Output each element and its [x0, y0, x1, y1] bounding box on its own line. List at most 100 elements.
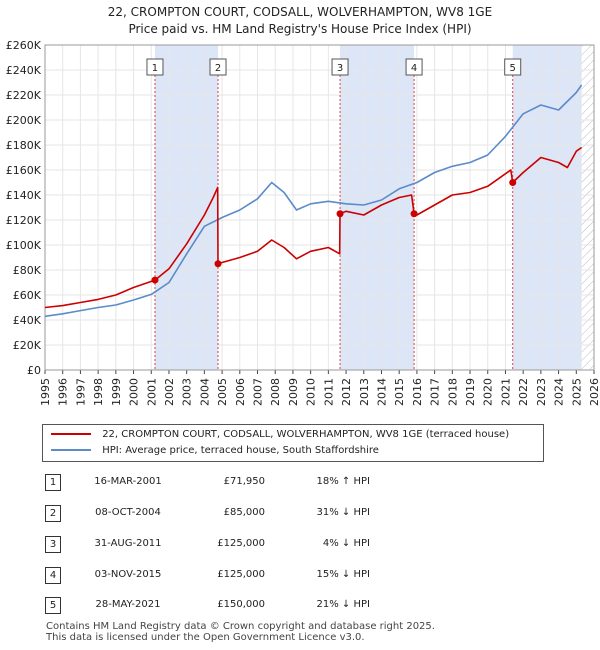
x-tick-label: 2025	[570, 378, 583, 406]
chart-subtitle: Price paid vs. HM Land Registry's House …	[128, 22, 472, 36]
chart-title: 22, CROMPTON COURT, CODSALL, WOLVERHAMPT…	[107, 5, 493, 19]
legend-label-hpi: HPI: Average price, terraced house, Sout…	[102, 445, 379, 456]
y-tick-label: £260K	[6, 39, 42, 52]
x-tick-label: 2011	[322, 378, 335, 406]
y-tick-label: £120K	[6, 214, 42, 227]
transaction-row: 5 28-MAY-2021 £150,000 21% ↓ HPI	[0, 597, 600, 617]
x-tick-label: 1995	[39, 378, 52, 406]
sale-number-label: 2	[215, 63, 221, 74]
y-tick-label: £60K	[13, 289, 42, 302]
legend-label-price: 22, CROMPTON COURT, CODSALL, WOLVERHAMPT…	[102, 429, 510, 440]
sale-number-label: 4	[411, 63, 417, 74]
transaction-number: 1	[45, 474, 61, 491]
transaction-price: £125,000	[217, 538, 265, 549]
x-tick-label: 2008	[269, 378, 282, 406]
y-tick-label: £140K	[6, 189, 42, 202]
x-tick-label: 1999	[110, 378, 123, 406]
x-tick-label: 2019	[464, 378, 477, 406]
transaction-row: 1 16-MAR-2001 £71,950 18% ↑ HPI	[0, 474, 600, 494]
x-tick-label: 2016	[411, 378, 424, 406]
x-tick-label: 1998	[92, 378, 105, 406]
x-tick-label: 2013	[358, 378, 371, 406]
y-tick-label: £240K	[6, 64, 42, 77]
legend-item-price: 22, CROMPTON COURT, CODSALL, WOLVERHAMPT…	[51, 428, 509, 442]
transaction-row: 4 03-NOV-2015 £125,000 15% ↓ HPI	[0, 567, 600, 587]
transaction-number: 2	[45, 505, 61, 522]
footer-copyright: Contains HM Land Registry data © Crown c…	[46, 621, 435, 632]
x-tick-label: 2009	[287, 378, 300, 406]
transaction-hpi: 4% ↓ HPI	[322, 538, 370, 549]
sale-marker	[410, 210, 418, 218]
y-tick-label: £80K	[13, 264, 42, 277]
x-tick-label: 2002	[163, 378, 176, 406]
x-tick-label: 2021	[499, 378, 512, 406]
sale-number-box	[504, 58, 522, 76]
transaction-date: 08-OCT-2004	[95, 507, 161, 518]
legend-item-hpi: HPI: Average price, terraced house, Sout…	[51, 444, 379, 458]
x-tick-label: 2018	[446, 378, 459, 406]
plot-frame	[44, 44, 595, 371]
transaction-hpi: 21% ↓ HPI	[316, 599, 370, 610]
transaction-price: £71,950	[223, 476, 265, 487]
transaction-row: 3 31-AUG-2011 £125,000 4% ↓ HPI	[0, 536, 600, 556]
y-tick-label: £0	[27, 364, 41, 377]
sale-number-label: 5	[510, 63, 516, 74]
sale-number-label: 3	[337, 63, 343, 74]
sale-marker	[336, 210, 344, 218]
sale-marker	[509, 179, 517, 186]
hpi-line	[44, 84, 583, 318]
legend-swatch-hpi	[51, 449, 91, 451]
transaction-date: 03-NOV-2015	[94, 569, 162, 580]
transaction-number: 5	[45, 597, 61, 614]
transaction-number: 3	[45, 536, 61, 553]
x-tick-label: 2020	[482, 378, 495, 406]
transaction-hpi: 18% ↑ HPI	[316, 476, 370, 487]
transaction-hpi: 15% ↓ HPI	[316, 569, 370, 580]
footer-licence: This data is licensed under the Open Gov…	[46, 632, 365, 643]
x-tick-label: 2006	[234, 378, 247, 406]
sale-marker	[214, 260, 222, 268]
transaction-price: £150,000	[217, 599, 265, 610]
x-tick-label: 2014	[375, 378, 388, 406]
sale-number-box	[405, 58, 423, 76]
transaction-row: 2 08-OCT-2004 £85,000 31% ↓ HPI	[0, 505, 600, 525]
x-tick-label: 2023	[535, 378, 548, 406]
x-tick-label: 2000	[128, 378, 141, 406]
y-tick-label: £160K	[6, 164, 42, 177]
x-tick-label: 2004	[198, 378, 211, 406]
transaction-date: 16-MAR-2001	[94, 476, 162, 487]
y-tick-label: £20K	[13, 339, 42, 352]
x-tick-label: 2015	[393, 378, 406, 406]
sale-number-label: 1	[152, 63, 158, 74]
price-paid-line	[44, 146, 583, 309]
y-tick-label: £200K	[6, 114, 42, 127]
y-tick-label: £40K	[13, 314, 42, 327]
legend: 22, CROMPTON COURT, CODSALL, WOLVERHAMPT…	[42, 424, 544, 462]
x-tick-label: 2012	[340, 378, 353, 406]
transaction-price: £85,000	[223, 507, 265, 518]
x-tick-label: 2005	[216, 378, 229, 406]
transaction-date: 31-AUG-2011	[94, 538, 162, 549]
x-tick-label: 2001	[145, 378, 158, 406]
x-tick-label: 1997	[74, 378, 87, 406]
transaction-price: £125,000	[217, 569, 265, 580]
x-tick-label: 2003	[181, 378, 194, 406]
sale-number-box	[146, 58, 164, 76]
x-tick-label: 2017	[429, 378, 442, 406]
x-tick-label: 2010	[305, 378, 318, 406]
x-tick-label: 2007	[252, 378, 265, 406]
y-tick-label: £220K	[6, 89, 42, 102]
forecast-hatch	[581, 45, 594, 370]
transaction-hpi: 31% ↓ HPI	[316, 507, 370, 518]
sale-number-box	[209, 58, 227, 76]
x-tick-label: 2024	[553, 378, 566, 406]
x-tick-label: 1996	[57, 378, 70, 406]
transaction-date: 28-MAY-2021	[95, 599, 161, 610]
sale-number-box	[331, 58, 349, 76]
x-tick-label: 2022	[517, 378, 530, 406]
transaction-number: 4	[45, 567, 61, 584]
y-tick-label: £100K	[6, 239, 42, 252]
sale-marker	[151, 276, 159, 284]
y-tick-label: £180K	[6, 139, 42, 152]
legend-swatch-price	[51, 433, 91, 435]
